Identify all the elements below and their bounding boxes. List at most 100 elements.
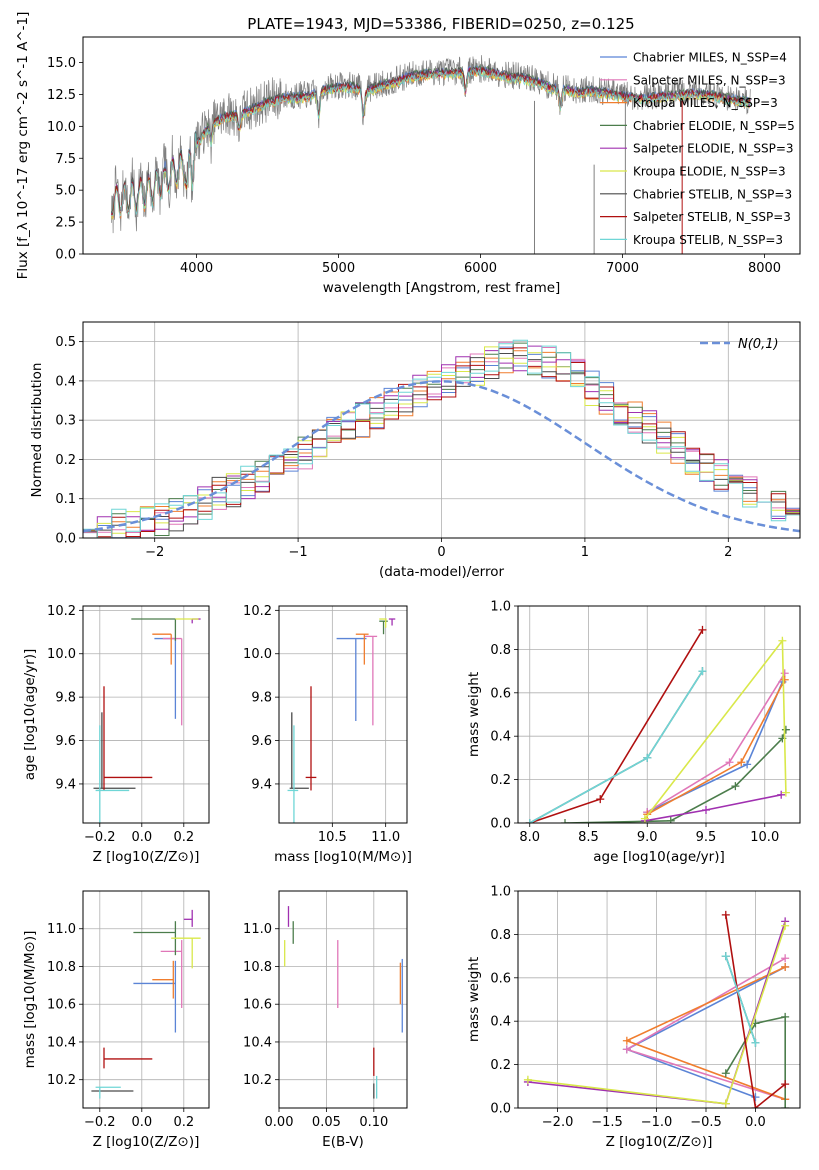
mass-weight-marker <box>721 1069 730 1078</box>
tick-label-y: 10.2 <box>47 1073 76 1088</box>
legend-entry: Salpeter ELODIE, N_SSP=3 <box>633 142 794 156</box>
errorbar-group <box>287 618 396 823</box>
tick-label-x: 9.5 <box>696 830 717 845</box>
mass-weight-lines <box>525 625 790 823</box>
legend-entry: Kroupa ELODIE, N_SSP=3 <box>633 165 786 179</box>
tick-label-y: 9.6 <box>55 734 76 749</box>
mass-weight-marker <box>781 1104 790 1108</box>
tick-label-y: 0.1 <box>55 492 76 507</box>
tick-label-y: 0.3 <box>55 414 76 429</box>
legend-entry: Kroupa STELIB, N_SSP=3 <box>633 233 783 247</box>
mass-weight-marker <box>781 788 790 797</box>
mass-weight-marker <box>781 725 790 734</box>
mass-weight-marker <box>702 805 710 814</box>
x-axis-label: E(B-V) <box>322 1134 364 1150</box>
axes-frame <box>82 890 210 1109</box>
tick-label-x: 0.0 <box>745 1115 766 1130</box>
legend-entry: N(0,1) <box>738 337 779 352</box>
tick-label-x: −2 <box>145 545 164 560</box>
mass-weight-marker <box>751 1093 760 1102</box>
tick-label-x: 0.2 <box>173 830 194 845</box>
tick-label-x: −0.2 <box>84 1115 116 1130</box>
tick-label-y: 0.0 <box>490 1102 511 1117</box>
mass-weight-marker <box>781 921 790 930</box>
tick-label-x: 8000 <box>748 261 781 276</box>
histogram-step <box>83 339 800 538</box>
tick-label-y: 1.0 <box>490 885 511 900</box>
tick-label-y: 0.8 <box>490 928 511 943</box>
x-axis-label: age [log10(age/yr)] <box>593 849 725 865</box>
histogram-step <box>83 347 800 538</box>
tick-label-y: 10.0 <box>243 647 272 662</box>
errorbar-group <box>93 618 201 823</box>
tick-label-x: 9.0 <box>637 830 658 845</box>
tick-label-x: 8.0 <box>519 830 540 845</box>
tick-label-x: 0.00 <box>265 1115 294 1130</box>
mass-weight-line <box>529 670 704 823</box>
mass-weight-marker <box>698 667 707 676</box>
tick-label-x: 11.0 <box>371 830 400 845</box>
axes-frame <box>278 890 408 1109</box>
mass-ebv-panel: 0.00 0.05 0.10 10.2 10.4 10.6 10.8 11.0 E(B-V) <box>243 890 408 1150</box>
axes-frame <box>82 36 801 255</box>
tick-label-x: −0.2 <box>84 830 116 845</box>
tick-label-y: 12.5 <box>47 88 76 103</box>
tick-label-y: 10.0 <box>47 647 76 662</box>
axes-frame <box>278 605 408 824</box>
tick-label-x: 0 <box>437 545 445 560</box>
mass-weight-marker <box>666 816 675 823</box>
tick-label-y: 10.6 <box>47 998 76 1013</box>
mass-weight-marker <box>780 675 789 684</box>
y-axis-label: mass weight <box>466 672 482 757</box>
tick-label-x: 4000 <box>180 261 213 276</box>
tick-label-y: 0.0 <box>55 248 76 263</box>
tick-label-x: 10.0 <box>750 830 779 845</box>
tick-label-x: 0.05 <box>312 1115 341 1130</box>
mass-weight-marker <box>721 910 730 919</box>
tick-label-y: 15.0 <box>47 56 76 71</box>
mass-weight-marker <box>731 782 740 791</box>
mass-weight-marker <box>781 954 790 963</box>
tick-label-y: 0.4 <box>490 1015 511 1030</box>
tick-label-y: 9.4 <box>55 777 76 792</box>
errorbar-group <box>284 906 403 1099</box>
tick-label-x: 8.5 <box>578 830 599 845</box>
tick-label-y: 5.0 <box>55 184 76 199</box>
tick-label-y: 0.4 <box>55 374 76 389</box>
mass-weight-line <box>725 1015 787 1108</box>
age-mass-panel: 10.5 11.0 9.4 9.6 9.8 10.0 10.2 mass [log10(M/M… <box>243 604 412 865</box>
y-axis-label: Normed distribution <box>29 363 45 498</box>
age-z-panel: −0.2 0.0 0.2 9.4 9.6 9.8 10.0 10.2 Z [log10(Z/Z⊙… <box>22 604 210 865</box>
mass-weight-marker <box>596 795 605 804</box>
mass-weight-line <box>646 681 784 813</box>
mass-weight-marker <box>751 1038 760 1047</box>
tick-label-x: 0.10 <box>359 1115 388 1130</box>
axes-frame <box>82 321 801 539</box>
mass-weight-lines <box>523 910 790 1108</box>
mass-weight-marker <box>751 1104 760 1108</box>
tick-label-y: 9.6 <box>251 734 272 749</box>
tick-label-y: 7.5 <box>55 152 76 167</box>
tick-label-y: 0.6 <box>490 971 511 986</box>
legend-entry: Chabrier ELODIE, N_SSP=5 <box>633 119 795 133</box>
tick-label-y: 1.0 <box>490 600 511 615</box>
mass-weight-marker <box>778 636 787 645</box>
histogram-lines <box>83 339 800 538</box>
mass-weight-line <box>529 670 704 823</box>
x-axis-label: Z [log10(Z/Z⊙)] <box>93 1134 200 1150</box>
tick-label-x: 0.0 <box>131 830 152 845</box>
legend-entry: Salpeter STELIB, N_SSP=3 <box>633 210 791 224</box>
mass-weight-marker <box>622 1045 631 1054</box>
histogram-step <box>83 345 800 538</box>
legend-entry: Chabrier STELIB, N_SSP=3 <box>633 187 792 201</box>
tick-label-y: 10.0 <box>47 120 76 135</box>
tick-label-x: −1.0 <box>641 1115 673 1130</box>
mass-weight-marker <box>622 1036 631 1045</box>
tick-label-x: −0.5 <box>690 1115 722 1130</box>
tick-label-y: 0.2 <box>490 1058 511 1073</box>
normal-curve <box>83 380 800 533</box>
tick-label-y: 10.2 <box>243 604 272 619</box>
mass-weight-marker <box>523 1075 532 1084</box>
spectrum-lines <box>111 55 751 254</box>
